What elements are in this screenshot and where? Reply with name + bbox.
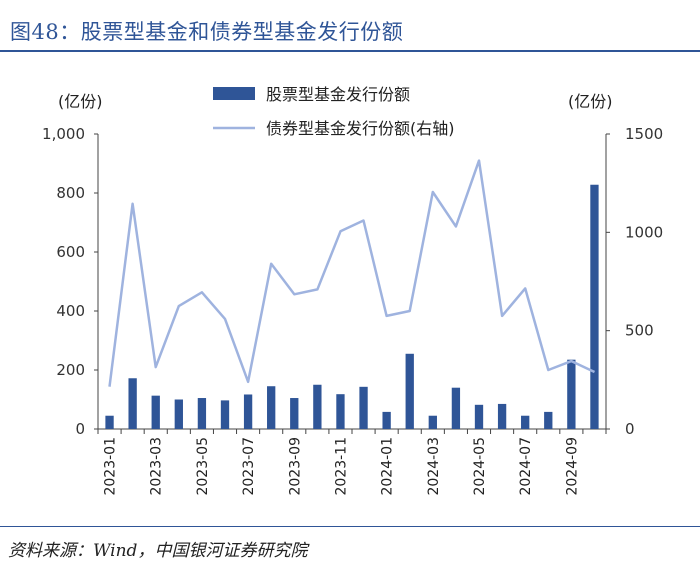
bar-stock-fund bbox=[521, 415, 530, 429]
x-tick-label: 2023-03 bbox=[149, 437, 165, 496]
title-rule bbox=[0, 50, 700, 52]
right-tick-label: 1000 bbox=[625, 223, 663, 241]
bar-stock-fund bbox=[428, 415, 437, 429]
x-tick-label: 2024-01 bbox=[380, 437, 396, 496]
legend-label-line: 债券型基金发行份额(右轴) bbox=[266, 119, 455, 138]
plot-area: 0 200 400 600 800 1,000 0 500 1000 1500 (亿份) (亿份) 20… bbox=[42, 85, 663, 496]
bar-stock-fund bbox=[128, 378, 137, 429]
bar-stock-fund bbox=[382, 411, 391, 429]
bar-stock-fund bbox=[174, 399, 183, 429]
left-tick-label: 200 bbox=[56, 361, 85, 379]
left-axis-unit: (亿份) bbox=[58, 92, 103, 111]
bar-stock-fund bbox=[105, 415, 114, 429]
left-tick-label: 400 bbox=[56, 302, 85, 320]
line-bond-fund bbox=[108, 159, 596, 387]
bar-stock-fund bbox=[405, 353, 414, 429]
x-tick-label: 2024-07 bbox=[518, 437, 534, 496]
right-axis-unit: (亿份) bbox=[568, 92, 613, 111]
bar-stock-fund bbox=[290, 398, 299, 429]
bar-stock-fund bbox=[151, 395, 160, 429]
left-tick-label: 1,000 bbox=[42, 125, 85, 143]
left-tick-label: 0 bbox=[75, 420, 85, 438]
x-tick-label: 2023-07 bbox=[241, 437, 257, 496]
bar-stock-fund bbox=[336, 394, 345, 429]
x-tick-label: 2023-01 bbox=[103, 437, 119, 496]
bar-stock-fund bbox=[313, 384, 322, 429]
bar-stock-fund bbox=[544, 411, 553, 429]
bar-stock-fund bbox=[590, 184, 599, 429]
x-tick-label: 2024-09 bbox=[564, 437, 580, 496]
legend-swatch-bar bbox=[213, 87, 255, 100]
bar-stock-fund bbox=[497, 403, 507, 429]
x-tick-label: 2023-11 bbox=[333, 437, 349, 496]
bar-stock-fund bbox=[220, 400, 230, 429]
right-tick-label: 1500 bbox=[625, 125, 663, 143]
bar-stock-fund bbox=[567, 359, 576, 429]
right-tick-label: 0 bbox=[625, 420, 635, 438]
source-note: 资料来源：Wind，中国银河证券研究院 bbox=[8, 541, 308, 561]
left-tick-label: 800 bbox=[56, 184, 85, 202]
bar-stock-fund bbox=[451, 387, 461, 429]
x-tick-label: 2024-05 bbox=[472, 437, 488, 496]
source-rule bbox=[0, 526, 700, 527]
chart-title: 图48：股票型基金和债券型基金发行份额 bbox=[10, 20, 404, 44]
bar-stock-fund bbox=[197, 398, 207, 429]
legend-label-bar: 股票型基金发行份额 bbox=[266, 85, 410, 104]
x-tick-label: 2024-03 bbox=[426, 437, 442, 496]
bar-stock-fund bbox=[474, 404, 484, 429]
bar-stock-fund bbox=[359, 386, 368, 429]
x-tick-label: 2023-09 bbox=[287, 437, 303, 496]
right-tick-label: 500 bbox=[625, 322, 654, 340]
x-tick-label: 2023-05 bbox=[195, 437, 211, 496]
left-tick-label: 600 bbox=[56, 243, 85, 261]
chart: 0 200 400 600 800 1,000 0 500 1000 1500 (亿份) (亿份) 20… bbox=[42, 85, 663, 496]
bar-stock-fund bbox=[243, 394, 253, 429]
bar-stock-fund bbox=[267, 386, 276, 429]
